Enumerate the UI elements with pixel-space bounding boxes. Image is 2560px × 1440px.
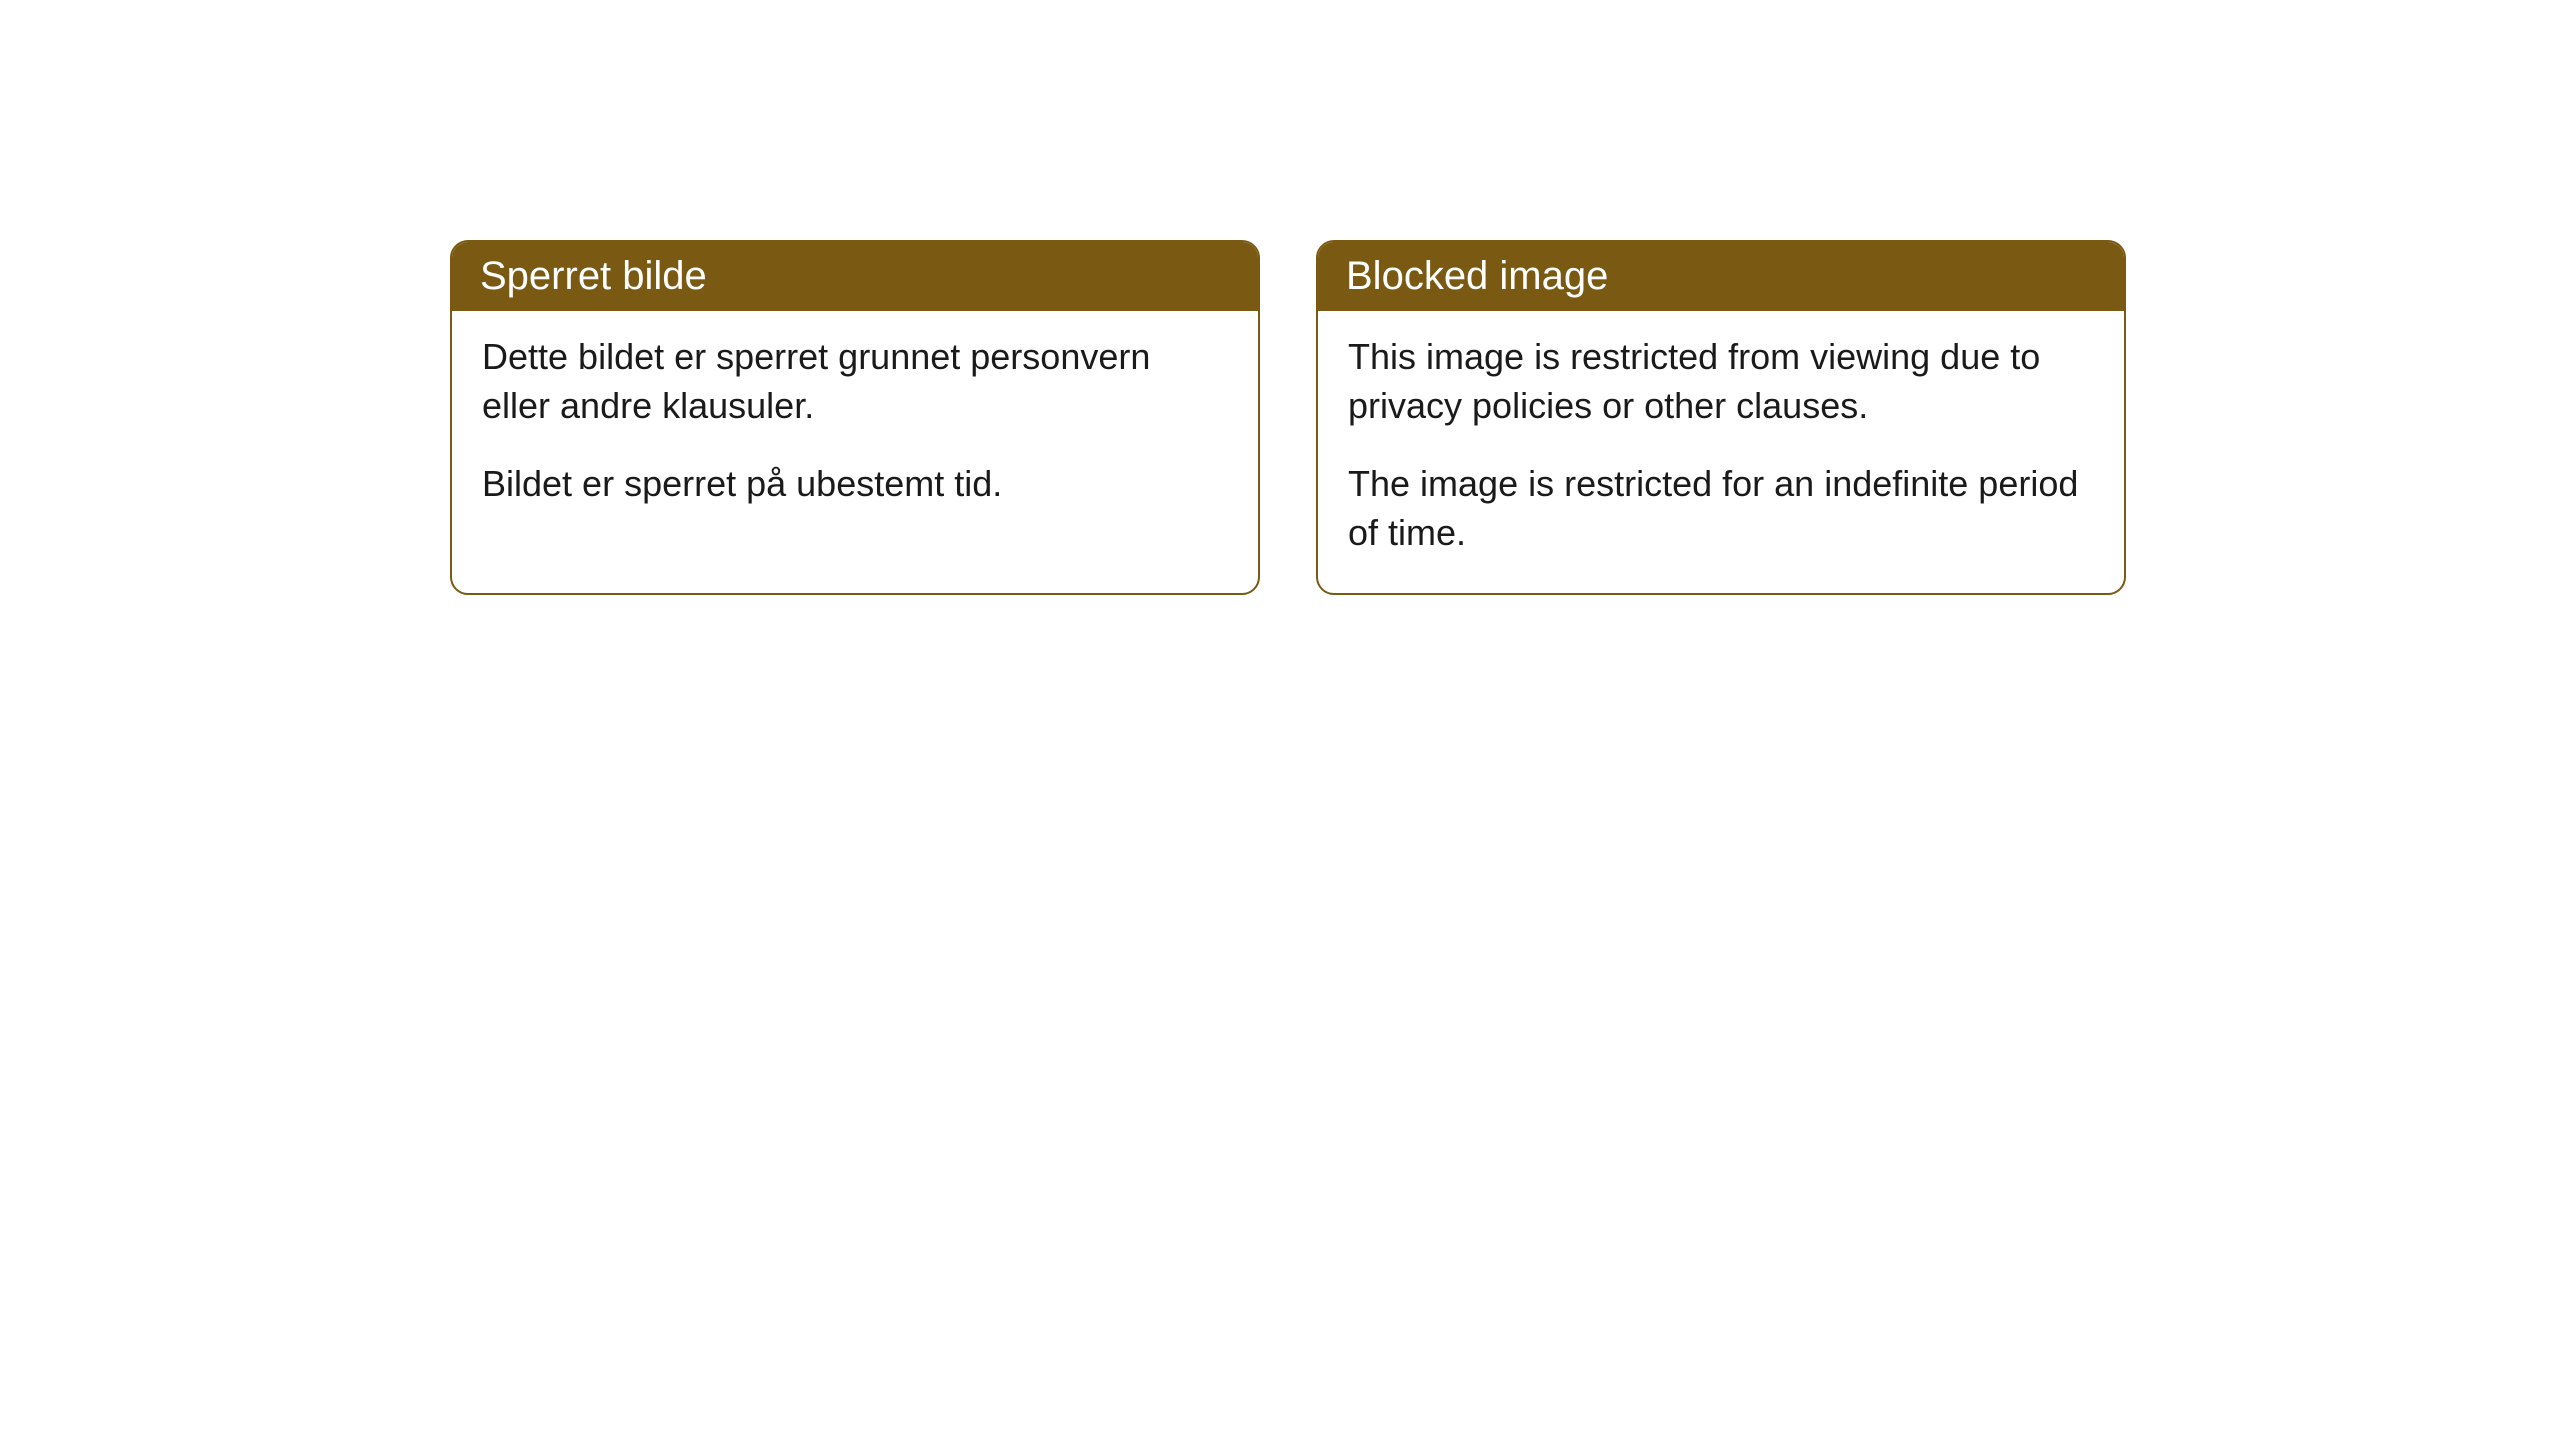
card-paragraph: This image is restricted from viewing du… xyxy=(1348,333,2094,430)
card-paragraph: Dette bildet er sperret grunnet personve… xyxy=(482,333,1228,430)
card-body-norwegian: Dette bildet er sperret grunnet personve… xyxy=(452,311,1258,545)
cards-container: Sperret bilde Dette bildet er sperret gr… xyxy=(450,240,2560,595)
card-paragraph: The image is restricted for an indefinit… xyxy=(1348,460,2094,557)
card-body-english: This image is restricted from viewing du… xyxy=(1318,311,2124,593)
card-header-english: Blocked image xyxy=(1318,242,2124,311)
card-header-norwegian: Sperret bilde xyxy=(452,242,1258,311)
card-paragraph: Bildet er sperret på ubestemt tid. xyxy=(482,460,1228,509)
card-title: Blocked image xyxy=(1346,254,1608,298)
card-title: Sperret bilde xyxy=(480,254,707,298)
card-norwegian: Sperret bilde Dette bildet er sperret gr… xyxy=(450,240,1260,595)
card-english: Blocked image This image is restricted f… xyxy=(1316,240,2126,595)
